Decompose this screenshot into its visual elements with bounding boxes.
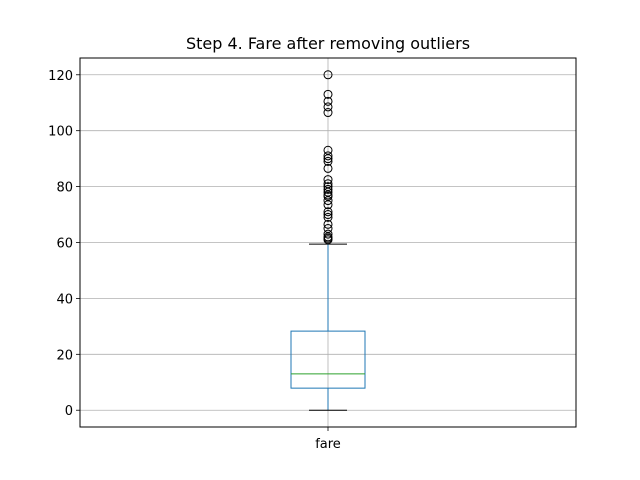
y-tick-label: 100 [48, 125, 73, 140]
outlier-point [323, 102, 333, 112]
outlier-point [323, 156, 333, 166]
outlier-point [323, 224, 333, 234]
y-tick-label: 0 [65, 404, 73, 419]
y-tick-label: 20 [56, 348, 73, 363]
outlier-point [323, 207, 333, 217]
outlier-point [323, 212, 333, 222]
chart-title: Step 4. Fare after removing outliers [186, 34, 470, 53]
outlier-points [323, 70, 333, 245]
y-axis: 0 20 40 60 80 100 120 [48, 69, 80, 419]
x-axis: fare [315, 427, 341, 452]
outlier-point [323, 151, 333, 161]
outlier-point [323, 184, 333, 194]
outlier-point [323, 179, 333, 189]
x-tick-label: fare [315, 437, 341, 452]
y-tick-label: 80 [56, 181, 73, 196]
outlier-point [323, 108, 333, 118]
outlier-point [323, 89, 333, 99]
y-tick-label: 120 [48, 69, 73, 84]
outlier-point [323, 210, 333, 220]
outlier-point [323, 163, 333, 173]
box-group [290, 243, 366, 411]
outlier-point [323, 96, 333, 106]
outlier-point [323, 182, 333, 192]
outlier-point [323, 70, 333, 80]
iqr-box [290, 330, 366, 389]
outlier-point [323, 145, 333, 155]
outlier-point [323, 219, 333, 229]
y-tick-label: 60 [56, 237, 73, 252]
y-tick-label: 40 [56, 292, 73, 307]
outlier-point [323, 175, 333, 185]
outlier-point [323, 229, 333, 239]
